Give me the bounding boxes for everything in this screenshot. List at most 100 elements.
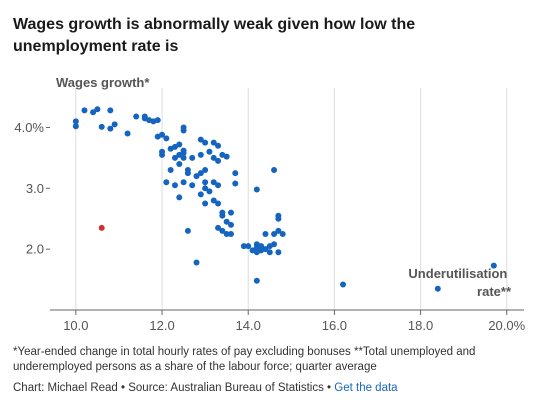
data-point — [215, 224, 222, 231]
data-point — [275, 249, 282, 256]
data-point — [223, 153, 230, 160]
data-point — [210, 179, 217, 186]
x-axis-title-line-2: rate** — [477, 284, 512, 299]
data-point — [197, 170, 204, 177]
y-tick-label: 4.0% — [14, 120, 44, 135]
x-tick-label: 16.0 — [322, 318, 347, 333]
data-point — [266, 249, 273, 256]
data-point — [176, 141, 183, 148]
data-point — [227, 230, 234, 237]
data-point — [193, 259, 200, 266]
data-point — [81, 107, 88, 114]
data-point — [210, 139, 217, 146]
data-point — [163, 179, 170, 186]
data-point — [253, 277, 260, 284]
axis-layer: 10.0 12.0 14.0 16.0 18.0 20.0% 2.0 3.0 4.0% — [14, 120, 525, 333]
data-point — [240, 243, 247, 250]
x-tick-label: 20.0% — [488, 318, 525, 333]
data-point — [176, 194, 183, 201]
data-point — [245, 243, 252, 250]
chart-title: Wages growth is abnormally weak given ho… — [13, 16, 416, 55]
data-point — [180, 154, 187, 161]
data-point — [180, 127, 187, 134]
data-point — [215, 142, 222, 149]
x-tick-label: 10.0 — [63, 318, 88, 333]
data-point — [159, 151, 166, 158]
data-point — [253, 186, 260, 193]
data-point — [197, 151, 204, 158]
y-axis-title: Wages growth* — [56, 75, 150, 90]
data-point — [180, 179, 187, 186]
data-point — [275, 227, 282, 234]
data-point — [202, 139, 209, 146]
data-point — [159, 131, 166, 138]
data-point — [171, 154, 178, 161]
data-point — [262, 246, 269, 253]
data-point — [202, 179, 209, 186]
data-point — [176, 160, 183, 167]
data-point — [180, 147, 187, 154]
grid-layer — [75, 88, 508, 310]
data-point — [223, 230, 230, 237]
data-point — [210, 197, 217, 204]
data-point — [107, 107, 114, 114]
data-point — [490, 262, 497, 269]
data-point — [133, 113, 140, 120]
data-point — [189, 182, 196, 189]
data-point — [154, 117, 161, 124]
data-point — [219, 212, 226, 219]
data-point — [98, 123, 105, 130]
data-point — [271, 167, 278, 174]
x-axis-title-line-1: Underutilisation — [408, 266, 507, 281]
data-point — [197, 191, 204, 198]
get-the-data-link[interactable]: Get the data — [334, 382, 398, 394]
data-point — [197, 136, 204, 143]
data-point — [184, 170, 191, 177]
data-point — [206, 188, 213, 195]
y-tick-label: 3.0 — [26, 181, 44, 196]
data-point — [72, 123, 79, 130]
data-point — [124, 130, 131, 137]
data-point — [434, 285, 441, 292]
scatter-chart: 10.0 12.0 14.0 16.0 18.0 20.0% 2.0 3.0 4.0% Wage… — [14, 75, 525, 333]
data-point — [215, 200, 222, 207]
x-tick-label: 14.0 — [236, 318, 261, 333]
data-point — [275, 212, 282, 219]
data-point — [262, 230, 269, 237]
points-layer — [72, 106, 497, 292]
data-point — [107, 125, 114, 132]
data-point — [202, 185, 209, 192]
x-tick-label: 18.0 — [408, 318, 433, 333]
data-point — [223, 218, 230, 225]
data-point — [202, 200, 209, 207]
data-point — [90, 109, 97, 116]
data-point — [141, 113, 148, 120]
x-axis-title: Underutilisation rate** — [408, 266, 512, 299]
data-point — [271, 230, 278, 237]
data-point — [72, 118, 79, 125]
data-point — [184, 227, 191, 234]
data-point — [189, 154, 196, 161]
footnote: *Year-ended change in total hourly rates… — [13, 346, 476, 373]
y-tick-label: 2.0 — [26, 242, 44, 257]
data-point — [167, 167, 174, 174]
data-point — [111, 121, 118, 128]
data-point — [271, 241, 278, 248]
credits-text: Chart: Michael Read • Source: Australian… — [13, 382, 335, 394]
data-point — [232, 170, 239, 177]
data-point — [215, 182, 222, 189]
data-point — [279, 230, 286, 237]
data-point — [232, 180, 239, 187]
data-point — [193, 173, 200, 180]
data-point — [227, 221, 234, 228]
data-point — [227, 209, 234, 216]
credits: Chart: Michael Read • Source: Australian… — [13, 381, 533, 396]
data-point — [215, 157, 222, 164]
data-point — [219, 227, 226, 234]
x-tick-label: 12.0 — [149, 318, 174, 333]
data-point — [171, 182, 178, 189]
data-point — [202, 167, 209, 174]
data-point — [206, 148, 213, 155]
data-point — [258, 243, 265, 250]
data-point — [94, 106, 101, 113]
